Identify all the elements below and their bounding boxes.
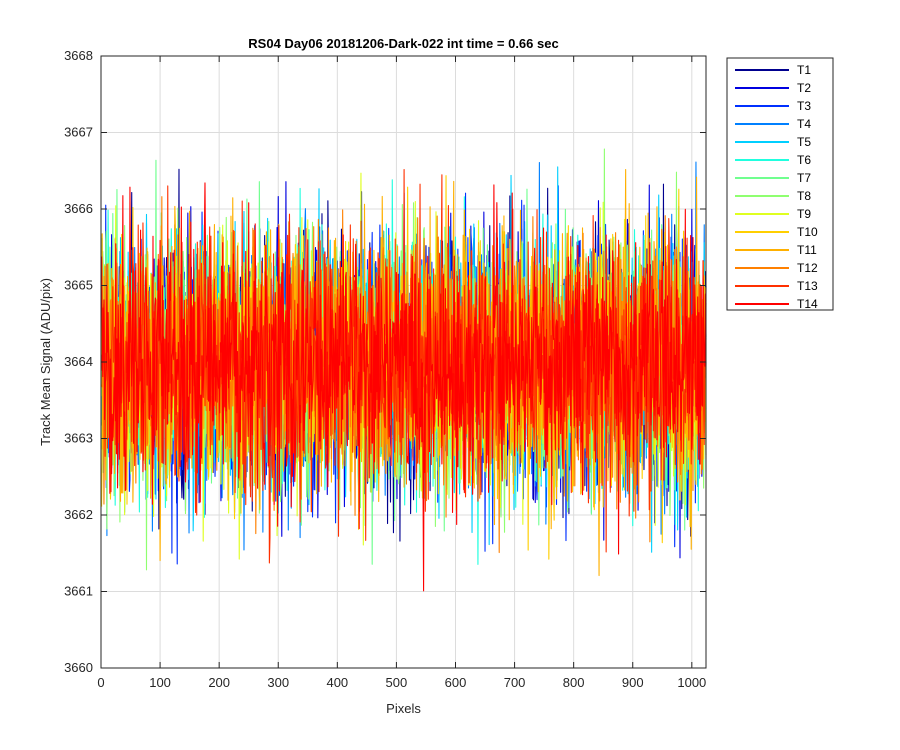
x-tick-label: 1000	[677, 675, 706, 690]
legend-label-t6: T6	[797, 153, 811, 167]
y-tick-label: 3666	[64, 201, 93, 216]
x-tick-label: 600	[445, 675, 467, 690]
legend-label-t13: T13	[797, 279, 818, 293]
x-tick-label: 0	[97, 675, 104, 690]
x-tick-label: 300	[267, 675, 289, 690]
legend-label-t11: T11	[797, 243, 817, 257]
y-tick-label: 3661	[64, 584, 93, 599]
x-tick-label: 700	[504, 675, 526, 690]
x-tick-label: 200	[208, 675, 230, 690]
legend-label-t10: T10	[797, 225, 818, 239]
y-tick-label: 3660	[64, 660, 93, 675]
legend-label-t4: T4	[797, 117, 811, 131]
y-tick-label: 3662	[64, 507, 93, 522]
y-axis-label: Track Mean Signal (ADU/pix)	[38, 278, 53, 446]
series-lines	[101, 148, 707, 592]
axis-ticks: 0 100 200 300 400 500 600 700 800 900 1000 3660 3661…	[64, 48, 706, 690]
legend-label-t1: T1	[797, 63, 811, 77]
x-tick-label: 100	[149, 675, 171, 690]
legend-label-t3: T3	[797, 99, 811, 113]
x-tick-label: 800	[563, 675, 585, 690]
x-axis-label: Pixels	[386, 701, 421, 716]
legend-label-t12: T12	[797, 261, 818, 275]
x-tick-label: 400	[326, 675, 348, 690]
chart-title: RS04 Day06 20181206-Dark-022 int time = …	[248, 36, 558, 51]
legend-label-t14: T14	[797, 297, 818, 311]
x-tick-label: 500	[386, 675, 408, 690]
legend-label-t7: T7	[797, 171, 811, 185]
x-tick-label: 900	[622, 675, 644, 690]
legend-label-t5: T5	[797, 135, 811, 149]
y-tick-label: 3668	[64, 48, 93, 63]
y-tick-label: 3665	[64, 278, 93, 293]
series-line-t14	[101, 182, 707, 592]
y-tick-label: 3667	[64, 125, 93, 140]
legend-label-t8: T8	[797, 189, 811, 203]
y-tick-label: 3663	[64, 431, 93, 446]
legend: T1 T2 T3 T4 T5 T6 T7 T8 T9 T10 T11 T12 T13 T14	[726, 57, 834, 311]
legend-label-t9: T9	[797, 207, 811, 221]
y-tick-label: 3664	[64, 354, 93, 369]
legend-label-t2: T2	[797, 81, 811, 95]
